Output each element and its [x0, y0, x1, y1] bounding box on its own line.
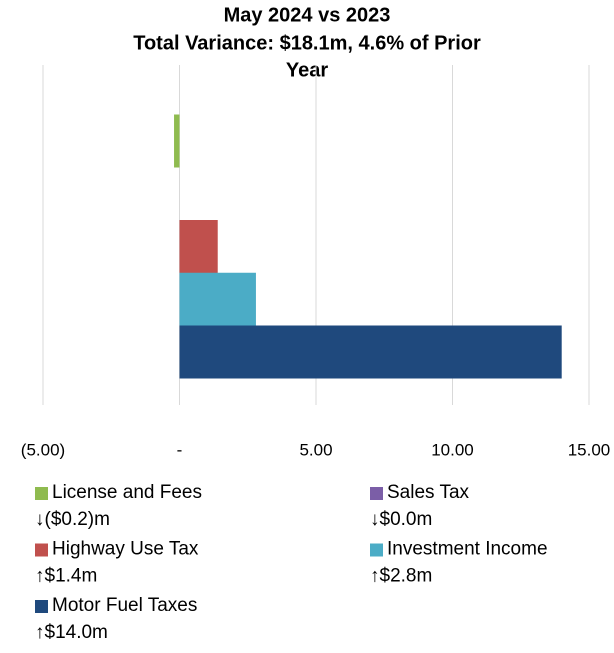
- x-tick-label: 10.00: [431, 440, 474, 459]
- legend-label: Sales Tax: [387, 482, 470, 503]
- legend-label: License and Fees: [52, 482, 202, 503]
- legend-value: ↑$2.8m: [370, 566, 432, 587]
- chart-title: May 2024 vs 2023: [224, 4, 391, 26]
- bar: [179, 325, 562, 379]
- x-tick-label: (5.00): [21, 440, 65, 459]
- x-tick-label: 15.00: [568, 440, 611, 459]
- legend-swatch: [370, 543, 383, 557]
- legend-value: ↑$14.0m: [35, 622, 108, 643]
- legend-swatch: [35, 543, 48, 557]
- bar: [179, 272, 256, 326]
- x-tick-label: 5.00: [299, 440, 332, 459]
- chart-title: Year: [286, 59, 328, 81]
- bar: [174, 114, 180, 168]
- x-tick-label: -: [177, 440, 183, 459]
- legend-swatch: [370, 487, 383, 500]
- legend-label: Motor Fuel Taxes: [52, 595, 197, 616]
- bar: [179, 220, 218, 273]
- legend-value: ↓$0.0m: [370, 509, 432, 530]
- legend-label: Investment Income: [387, 539, 548, 560]
- chart-title: Total Variance: $18.1m, 4.6% of Prior: [133, 32, 481, 54]
- legend-value: ↑$1.4m: [35, 566, 97, 587]
- legend-swatch: [35, 487, 48, 500]
- legend-value: ↓($0.2)m: [35, 509, 110, 530]
- legend-label: Highway Use Tax: [52, 539, 199, 560]
- legend-swatch: [35, 600, 48, 613]
